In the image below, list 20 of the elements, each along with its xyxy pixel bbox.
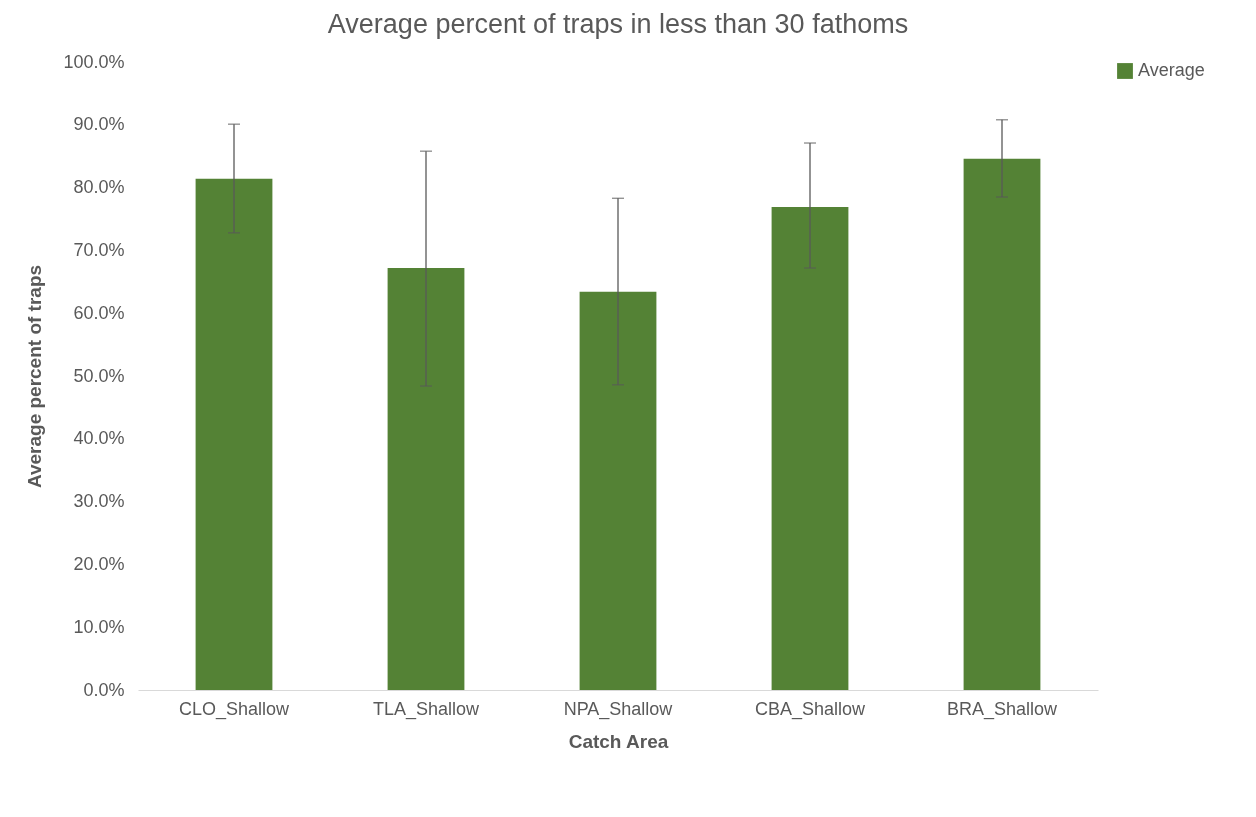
- y-tick-label: 80.0%: [73, 177, 125, 198]
- y-axis-title: Average percent of traps: [24, 264, 46, 489]
- x-tick-label: CBA_Shallow: [754, 698, 867, 720]
- legend-label: Average: [1138, 60, 1205, 80]
- y-tick-label: 60.0%: [73, 302, 125, 323]
- x-axis-title: Catch Area: [568, 730, 669, 752]
- y-tick-label: 100.0%: [63, 51, 125, 72]
- y-tick-label: 0.0%: [83, 679, 125, 700]
- y-tick-label: 50.0%: [73, 365, 125, 386]
- x-tick-label: CLO_Shallow: [178, 698, 291, 720]
- x-tick-label: TLA_Shallow: [372, 698, 481, 720]
- y-tick-label: 10.0%: [73, 616, 125, 637]
- y-tick-label: 90.0%: [73, 114, 125, 135]
- y-tick-label: 70.0%: [73, 239, 125, 260]
- y-tick-label: 40.0%: [73, 428, 125, 449]
- y-tick-label: 30.0%: [73, 491, 125, 512]
- x-tick-label: BRA_Shallow: [946, 698, 1059, 720]
- chart-title: Average percent of traps in less than 30 fathoms: [327, 9, 909, 39]
- x-tick-label: NPA_Shallow: [563, 698, 674, 720]
- y-tick-label: 20.0%: [73, 553, 125, 574]
